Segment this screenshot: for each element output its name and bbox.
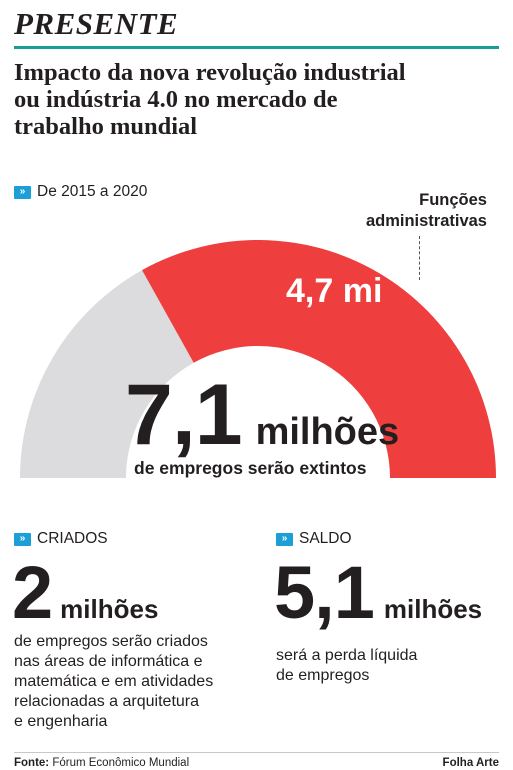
gauge-total: 7,1 milhões (125, 372, 399, 458)
section-title: PRESENTE (14, 6, 179, 41)
period-label: De 2015 a 2020 (37, 183, 148, 200)
double-chevron-right-icon: » (14, 185, 31, 199)
saldo-number: 5,1 (274, 551, 375, 634)
criados-text-line: e engenharia (14, 713, 108, 730)
segment-value-label: 4,7 mi (286, 272, 383, 310)
saldo-unit: milhões (383, 594, 483, 624)
segment-label-administrative: Funções administrativas (365, 191, 487, 230)
gauge-total-unit: milhões (255, 411, 400, 453)
footer-source-label: Fonte: (14, 757, 50, 769)
headline-line-3: trabalho mundial (14, 113, 198, 140)
gauge-segment-red (142, 239, 496, 478)
gauge-total-number: 7,1 (125, 367, 243, 463)
gauge-total-caption: de empregos serão extintos (134, 458, 367, 478)
criados-number: 2 (12, 551, 53, 634)
headline: Impacto da nova revolução industrial ou … (14, 59, 504, 140)
saldo-label: SALDO (299, 530, 352, 547)
period-kicker: » De 2015 a 2020 (14, 183, 147, 201)
criados-label: CRIADOS (37, 530, 108, 547)
saldo-text-line: será a perda líquida (276, 647, 418, 664)
leader-line (419, 236, 420, 280)
headline-line-2: ou indústria 4.0 no mercado de (14, 86, 338, 113)
criados-text-line: de empregos serão criados (14, 633, 208, 650)
criados-kicker: » CRIADOS (14, 530, 108, 548)
gauge-chart (20, 239, 496, 478)
criados-text-line: matemática e em atividades (14, 673, 214, 690)
headline-line-1: Impacto da nova revolução industrial (14, 59, 406, 86)
section-rule (14, 46, 499, 49)
saldo-figure: 5,1 milhões (274, 556, 482, 630)
criados-text-line: relacionadas a arquitetura (14, 693, 200, 710)
saldo-text: será a perda líquida de empregos (276, 646, 417, 686)
criados-text: de empregos serão criados nas áreas de i… (14, 632, 213, 732)
footer-rule (14, 752, 499, 753)
criados-figure: 2 milhões (12, 556, 158, 630)
saldo-kicker: » SALDO (276, 530, 352, 548)
saldo-text-line: de empregos (276, 667, 370, 684)
criados-unit: milhões (60, 594, 159, 624)
footer-source: Fonte: Fórum Econômico Mundial (14, 757, 189, 769)
footer-source-name: Fórum Econômico Mundial (52, 757, 190, 769)
gauge-segment-gray (20, 270, 194, 478)
double-chevron-right-icon: » (14, 532, 31, 546)
double-chevron-right-icon: » (276, 532, 293, 546)
footer-credit: Folha Arte (442, 757, 499, 769)
criados-text-line: nas áreas de informática e (14, 653, 203, 670)
